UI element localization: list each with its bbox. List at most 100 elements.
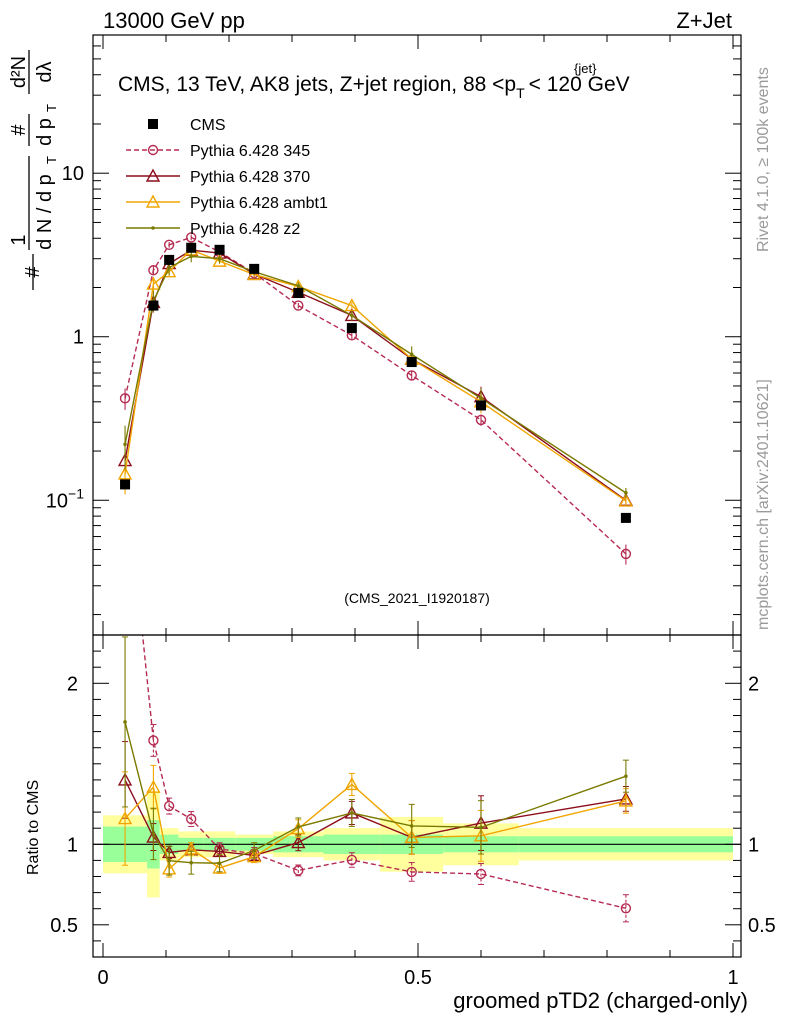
series-point-0-0 <box>119 393 131 404</box>
ylabel-sub-2: T <box>44 104 59 112</box>
ratio-point-0-3 <box>185 813 197 825</box>
ratio-point-2-4 <box>212 860 227 874</box>
main-y-axis-label: # 1 d N / d p T # d p T d²N dλ <box>8 50 59 290</box>
series-point-3-8 <box>409 352 414 357</box>
ratio-point-3-3 <box>189 860 193 865</box>
legend-marker-2 <box>145 168 161 182</box>
x-tick-label-0: 0 <box>97 967 108 989</box>
title-sub: T <box>516 85 525 101</box>
series-line-0 <box>124 236 627 555</box>
series-3 <box>123 250 628 499</box>
ratio-point-0-6 <box>293 865 304 876</box>
series-point-2-5 <box>247 267 262 281</box>
ylabel-sub: T <box>44 156 59 164</box>
cms-data-point-7 <box>346 323 357 334</box>
series-point-3-6 <box>296 283 301 288</box>
ratio-point-2-5 <box>247 849 262 863</box>
series-point-3-0 <box>123 442 127 447</box>
x-tick-label-1: 0.5 <box>404 967 432 989</box>
ratio-series-group <box>117 635 634 923</box>
legend-marker-1 <box>147 144 159 156</box>
x-tick-label-2: 1 <box>727 967 738 989</box>
cms-data-point-6 <box>293 288 304 299</box>
y-tick-base: 10 <box>46 490 68 512</box>
series-point-0-9 <box>475 414 487 426</box>
series-point-3-9 <box>479 396 483 401</box>
ratio-point-3-2 <box>167 858 171 863</box>
series-line-1 <box>124 249 627 501</box>
ratio-y-axis-label: Ratio to CMS <box>25 780 42 875</box>
ylabel-hash-right: # <box>8 124 30 136</box>
cms-data-point-4 <box>214 244 225 255</box>
ratio-point-2-10 <box>618 793 634 807</box>
ylabel-one: 1 <box>8 234 30 245</box>
ratio-point-0-9 <box>475 868 487 880</box>
cms-data-point-5 <box>249 263 260 274</box>
header-energy-label: 13000 GeV pp <box>103 8 245 33</box>
ratio-panel-frame <box>92 634 742 958</box>
ylabel-dn: d N / d p <box>34 174 56 250</box>
legend-label-3: Pythia 6.428 ambt1 <box>190 195 328 212</box>
ratio-point-3-0 <box>123 720 127 724</box>
ratio-point-0-2 <box>163 800 175 812</box>
x-axis-label: groomed pTD2 (charged-only) <box>453 988 748 1013</box>
series-point-3-7 <box>350 313 354 318</box>
ratio-point-3-4 <box>217 861 222 866</box>
series-point-3-4 <box>217 256 222 261</box>
series-1 <box>117 242 634 506</box>
ratio-series-0 <box>141 635 632 923</box>
analysis-watermark: (CMS_2021_I1920187) <box>344 590 490 606</box>
ylabel-dpt: d p <box>34 118 56 146</box>
title-pre: CMS, 13 TeV, AK8 jets, Z+jet region, 88 … <box>118 73 516 96</box>
series-point-0-2 <box>163 239 175 250</box>
legend-marker-0 <box>148 119 158 129</box>
cms-data-point-8 <box>406 357 417 368</box>
ratio-point-0-10 <box>620 903 632 914</box>
series-point-2-1 <box>146 276 161 290</box>
ratio-point-2-7 <box>344 776 360 791</box>
series-point-0-3 <box>185 232 197 243</box>
series-point-0-6 <box>293 300 304 311</box>
series-point-2-10 <box>618 493 634 507</box>
series-point-0-1 <box>148 265 159 276</box>
series-point-2-7 <box>344 298 360 312</box>
series-line-3 <box>124 255 627 494</box>
ratio-point-2-0 <box>117 811 133 825</box>
ylabel-d2n: d²N <box>8 56 30 88</box>
ratio-point-0-7 <box>346 854 358 866</box>
y-tick-label-10: 10 <box>62 163 84 185</box>
ratio-point-0-8 <box>406 866 417 878</box>
ratio-point-3-5 <box>252 848 256 853</box>
series-point-3-10 <box>624 491 628 495</box>
ratio-tick-label-left-2: 2 <box>67 673 78 695</box>
cms-data-point-10 <box>620 512 631 523</box>
ratio-series-3 <box>122 636 629 876</box>
ratio-point-3-6 <box>296 825 301 829</box>
cms-data-point-3 <box>186 242 197 253</box>
series-point-0-8 <box>406 370 417 381</box>
cms-data-point-9 <box>476 400 486 411</box>
legend-label-4: Pythia 6.428 z2 <box>190 221 300 238</box>
y-tick-label-0.1: 10−1 <box>46 485 84 512</box>
ratio-point-3-7 <box>350 811 354 815</box>
cms-data-point-2 <box>164 254 175 265</box>
legend-marker-3 <box>145 194 161 208</box>
series-line-2 <box>124 248 627 502</box>
legend: CMS Pythia 6.428 345 Pythia 6.428 370 Pythi… <box>126 117 328 238</box>
legend-label-0: CMS <box>190 117 226 134</box>
title-superscript: {jet} <box>574 61 597 76</box>
legend-marker-4 <box>151 226 155 230</box>
series-point-2-2 <box>161 264 177 278</box>
title-post: < 120 GeV <box>529 73 630 96</box>
ratio-point-3-9 <box>479 825 483 830</box>
ratio-tick-label-left-0: 0.5 <box>50 915 78 937</box>
cms-data-point-1 <box>148 300 159 311</box>
ratio-point-3-1 <box>151 832 156 836</box>
ratio-tick-label-right-1: 1 <box>748 834 759 856</box>
ratio-point-1-6 <box>291 835 306 849</box>
series-point-3-3 <box>189 254 193 259</box>
cms-data <box>120 242 631 523</box>
series-0 <box>119 232 632 565</box>
